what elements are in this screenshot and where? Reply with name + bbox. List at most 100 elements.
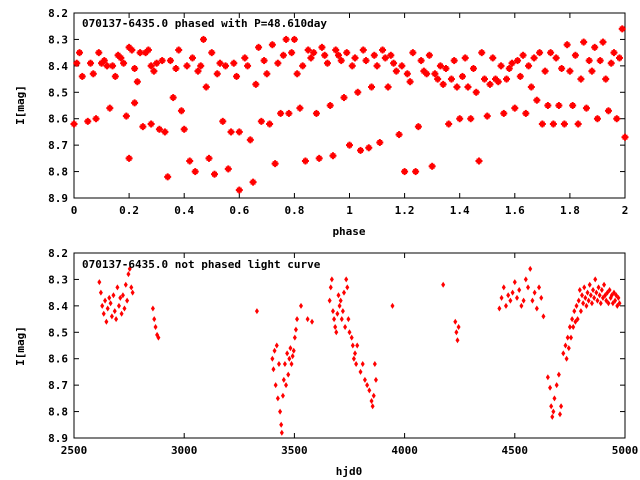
data-point — [398, 62, 406, 70]
data-point — [191, 168, 199, 176]
data-point — [199, 35, 207, 43]
data-point — [557, 411, 562, 418]
data-point — [387, 51, 395, 59]
data-point — [554, 382, 559, 389]
data-point — [585, 289, 590, 296]
data-point — [180, 125, 188, 133]
data-point — [270, 355, 275, 362]
data-point — [503, 302, 508, 309]
data-point — [114, 316, 119, 323]
data-point — [310, 49, 318, 57]
data-point — [367, 387, 372, 394]
data-point — [595, 297, 600, 304]
data-point — [310, 318, 315, 325]
data-point — [350, 342, 355, 349]
data-point — [296, 104, 304, 112]
data-point — [441, 281, 446, 288]
data-point — [464, 83, 472, 91]
data-point — [129, 284, 134, 291]
plot-frame — [73, 252, 626, 439]
data-point — [323, 59, 331, 67]
data-point — [340, 308, 345, 315]
data-point — [372, 361, 377, 367]
data-point — [346, 316, 351, 323]
data-point — [469, 65, 477, 72]
data-point — [549, 120, 557, 128]
data-point — [87, 59, 95, 67]
data-point — [293, 70, 301, 78]
data-point — [472, 88, 480, 96]
data-point — [541, 67, 549, 75]
data-point — [133, 78, 141, 86]
data-point — [106, 104, 114, 112]
data-point — [577, 287, 582, 293]
data-point — [574, 302, 579, 309]
data-point — [503, 75, 511, 83]
data-point — [116, 302, 121, 309]
data-point — [329, 276, 334, 283]
data-point — [549, 403, 554, 410]
data-point — [478, 49, 486, 57]
data-point — [295, 316, 300, 323]
data-point — [139, 123, 147, 131]
data-point — [101, 310, 106, 317]
data-point — [599, 38, 607, 46]
data-point — [370, 403, 375, 410]
y-tick-label: 8.2 — [48, 247, 68, 260]
data-point — [588, 67, 596, 75]
data-point — [136, 49, 144, 57]
data-point — [125, 154, 133, 162]
x-tick-label: 1.8 — [560, 204, 580, 217]
data-point — [114, 51, 122, 59]
data-point — [131, 65, 139, 72]
data-point — [252, 80, 260, 88]
data-point — [279, 51, 287, 59]
data-point — [205, 154, 213, 162]
data-point — [497, 305, 502, 312]
x-tick-label: 4500 — [502, 444, 529, 457]
data-point — [120, 59, 128, 67]
data-point — [268, 41, 276, 49]
data-point — [222, 62, 230, 70]
data-point — [454, 329, 459, 336]
y-tick-label: 8.5 — [48, 326, 68, 339]
data-point — [616, 294, 621, 301]
data-point — [227, 128, 235, 136]
data-point — [566, 345, 571, 352]
data-point — [318, 43, 326, 51]
data-point — [281, 376, 286, 383]
data-point — [235, 186, 243, 194]
data-point — [569, 102, 577, 109]
data-point — [499, 294, 504, 301]
y-tick-label: 8.8 — [48, 406, 68, 419]
data-point — [355, 342, 360, 349]
data-point — [582, 284, 587, 291]
data-point — [279, 429, 284, 436]
data-point — [123, 281, 128, 288]
y-tick-label: 8.4 — [48, 60, 68, 73]
x-tick-label: 0.8 — [284, 204, 304, 217]
data-point — [597, 292, 602, 299]
data-point — [566, 67, 574, 75]
data-point — [117, 54, 125, 62]
data-point — [271, 160, 279, 168]
data-point — [125, 297, 130, 304]
x-tick-label: 1.2 — [395, 204, 415, 217]
data-point — [119, 310, 124, 317]
data-point — [76, 49, 84, 57]
data-point — [348, 62, 356, 70]
y-tick-label: 8.6 — [48, 113, 68, 126]
data-point — [589, 300, 594, 307]
data-point — [301, 157, 309, 165]
data-point — [353, 350, 358, 357]
y-tick-label: 8.6 — [48, 353, 68, 366]
data-point — [105, 305, 110, 312]
x-tick-label: 3000 — [171, 444, 198, 457]
data-point — [617, 300, 622, 307]
data-point — [458, 72, 466, 80]
data-point — [456, 115, 464, 123]
data-point — [304, 46, 312, 54]
data-point — [224, 165, 232, 173]
data-point — [537, 284, 542, 291]
x-tick-label: 0.4 — [174, 204, 194, 217]
